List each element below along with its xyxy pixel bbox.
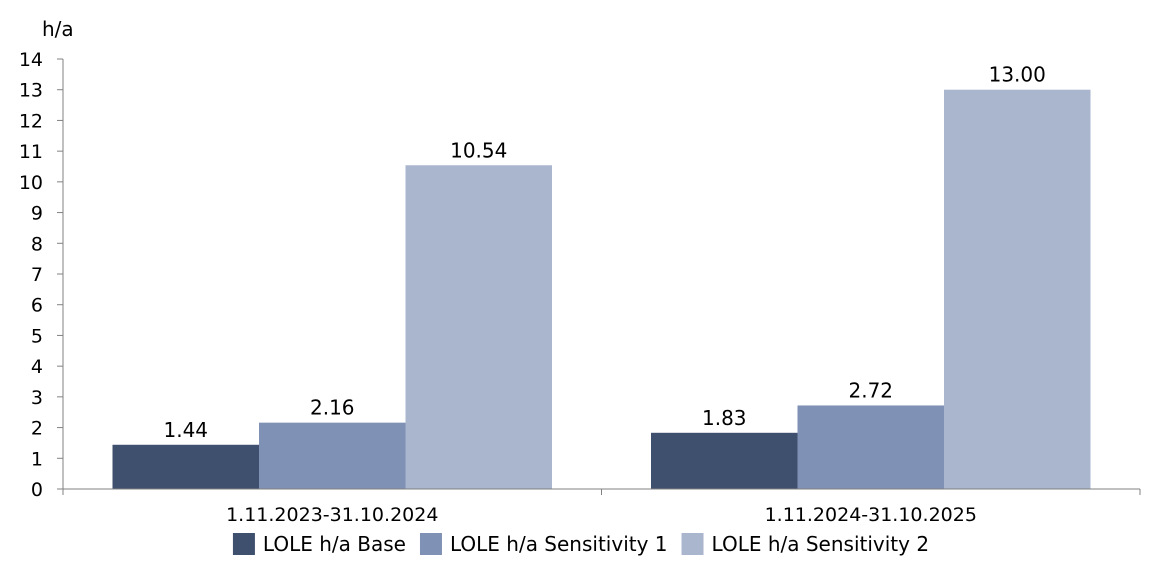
- y-axis-unit-label: h/a: [42, 17, 74, 41]
- y-tick-label: 7: [31, 264, 43, 286]
- data-label: 2.72: [848, 378, 893, 402]
- legend-swatch: [681, 533, 704, 555]
- bars: [112, 89, 1091, 489]
- legend-item: LOLE h/a Base: [232, 532, 406, 556]
- y-tick-label: 0: [31, 479, 43, 501]
- bar: [797, 405, 944, 489]
- bar: [259, 422, 406, 489]
- y-tick-label: 2: [31, 418, 43, 440]
- y-tick-label: 8: [31, 233, 43, 255]
- x-category-label: 1.11.2023-31.10.2024: [226, 504, 438, 526]
- legend-label: LOLE h/a Sensitivity 1: [450, 532, 668, 556]
- bar: [405, 165, 552, 489]
- y-tick-label: 12: [19, 110, 43, 132]
- y-tick-label: 1: [31, 448, 43, 470]
- legend-label: LOLE h/a Sensitivity 2: [712, 532, 930, 556]
- legend-item: LOLE h/a Sensitivity 2: [681, 532, 930, 556]
- data-label: 10.54: [450, 138, 507, 162]
- data-label: 1.83: [702, 406, 747, 430]
- y-tick-label: 6: [31, 295, 43, 317]
- y-tick-label: 10: [19, 172, 43, 194]
- y-tick-label: 11: [19, 141, 43, 163]
- legend: LOLE h/a Base LOLE h/a Sensitivity 1 LOLE …: [232, 532, 930, 556]
- bar: [112, 444, 259, 489]
- data-label: 1.44: [163, 418, 208, 442]
- y-tick-label: 3: [31, 387, 43, 409]
- data-label: 13.00: [989, 63, 1046, 87]
- legend-item: LOLE h/a Sensitivity 1: [419, 532, 668, 556]
- data-label: 2.16: [310, 396, 355, 420]
- legend-swatch: [232, 533, 255, 555]
- legend-swatch: [419, 533, 442, 555]
- y-tick-label: 14: [19, 49, 43, 71]
- x-axis: 1.11.2023-31.10.2024 1.11.2024-31.10.2025: [62, 488, 1141, 526]
- y-tick-label: 5: [31, 325, 43, 347]
- legend-label: LOLE h/a Base: [263, 532, 406, 556]
- y-tick-label: 13: [19, 80, 43, 102]
- y-tick-label: 9: [31, 203, 43, 225]
- data-labels: 1.44 2.16 10.54 1.83 2.72 13.00: [163, 63, 1045, 442]
- x-category-label: 1.11.2024-31.10.2025: [765, 504, 977, 526]
- bar: [651, 432, 798, 489]
- bar: [944, 89, 1091, 489]
- y-tick-label: 4: [31, 356, 43, 378]
